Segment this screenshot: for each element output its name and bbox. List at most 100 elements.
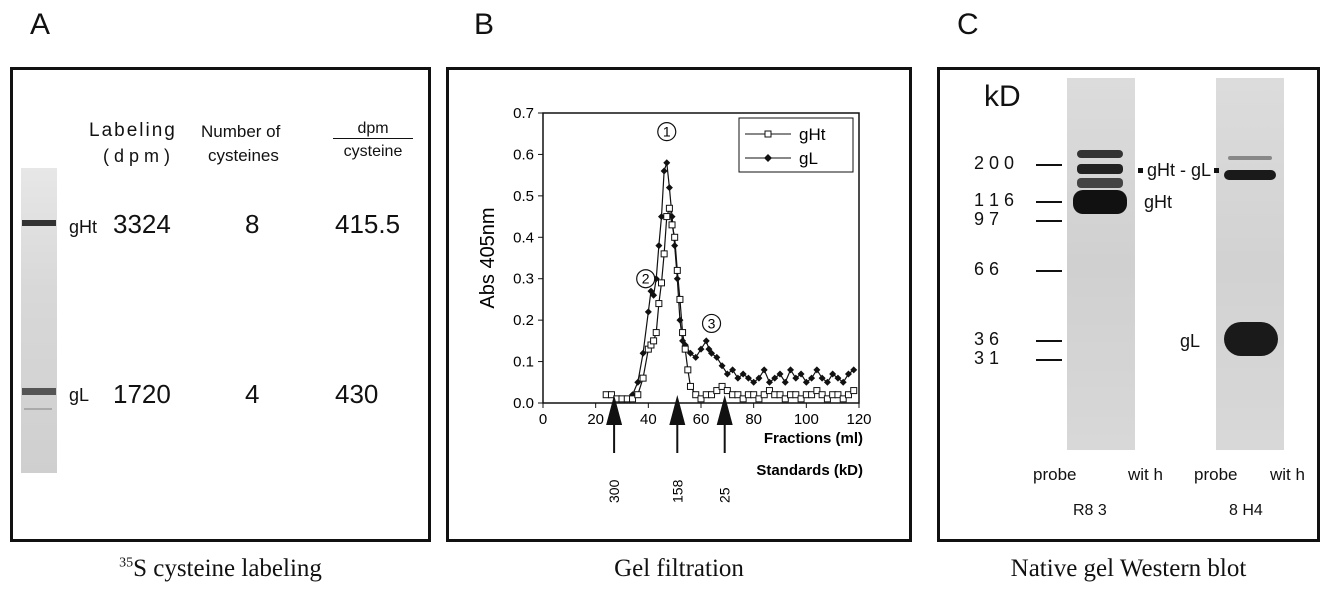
- data-point-gHt: [850, 387, 858, 395]
- data-point-gL: [697, 345, 705, 353]
- lane-with-label: wit h: [1270, 465, 1305, 484]
- data-point-gHt: [739, 395, 747, 403]
- data-point-gL: [739, 370, 747, 378]
- data-point-gHt: [718, 382, 726, 390]
- row-labeling-value: 1720: [113, 379, 171, 409]
- data-point-gHt: [679, 329, 687, 337]
- data-point-gHt: [671, 233, 679, 241]
- data-point-gHt: [834, 391, 842, 399]
- band-label-ght: gHt: [1144, 192, 1173, 212]
- header-number: Number of: [201, 122, 281, 141]
- caption-b: Gel filtration: [614, 555, 744, 582]
- y-tick-label: 0.7: [513, 105, 534, 122]
- legend-label-gHt: gHt: [799, 125, 826, 144]
- data-point-gL: [673, 275, 681, 283]
- gel-filtration-chart: 0 20 40 60 80 100 120 0.0 0.1 0.2 0.3 0.4 0.5 0.6 0.7 A…: [477, 105, 872, 503]
- data-point-gL: [765, 378, 773, 386]
- data-point-gHt: [655, 300, 663, 308]
- x-axis-label: Fractions (ml): [764, 430, 863, 447]
- data-point-gHt: [668, 221, 676, 229]
- data-point-gHt: [629, 395, 637, 403]
- data-point-gHt: [660, 250, 668, 258]
- panel-a-frame: Labeling ( d p m ) Number of cysteines d…: [10, 67, 431, 542]
- y-tick-label: 0.0: [513, 395, 534, 412]
- data-point-gHt: [723, 387, 731, 395]
- data-point-gL: [797, 370, 805, 378]
- complex-marker-dot: [1138, 168, 1143, 173]
- lane-antibody-label: R8 3: [1073, 502, 1107, 519]
- data-point-gL: [702, 337, 710, 345]
- y-tick-label: 0.2: [513, 312, 534, 329]
- x-tick-label: 100: [794, 411, 819, 428]
- data-point-gL: [676, 316, 684, 324]
- y-tick-label: 0.6: [513, 146, 534, 163]
- header-dpm: dpm: [333, 120, 413, 139]
- legend-label-gL: gL: [799, 149, 818, 168]
- marker-size-label: 3 1: [974, 348, 1000, 368]
- data-point-gHt: [750, 391, 758, 399]
- data-point-gL: [850, 366, 858, 374]
- row-cysteine-count: 4: [245, 379, 260, 409]
- blot-lane-r83: [1067, 78, 1135, 450]
- band-ght: [22, 220, 56, 226]
- data-point-gHt: [681, 345, 689, 353]
- marker-tick: [1036, 340, 1062, 342]
- data-point-gL: [665, 184, 673, 192]
- marker-size-label: 1 1 6: [974, 190, 1015, 210]
- data-point-gL: [692, 353, 700, 361]
- data-point-gL: [708, 349, 716, 357]
- data-point-gL: [668, 213, 676, 221]
- data-point-gHt: [686, 382, 694, 390]
- data-point-gL: [802, 378, 810, 386]
- data-point-gL: [755, 374, 763, 382]
- data-point-gHt: [813, 387, 821, 395]
- data-point-gL: [639, 349, 647, 357]
- data-point-gHt: [634, 391, 642, 399]
- data-point-gHt: [755, 395, 763, 403]
- data-point-gL: [844, 370, 852, 378]
- data-point-gL: [634, 378, 642, 386]
- data-point-gL: [829, 370, 837, 378]
- y-tick-label: 0.5: [513, 188, 534, 205]
- data-point-gHt: [734, 391, 742, 399]
- y-tick-label: 0.4: [513, 229, 534, 246]
- data-point-gL: [744, 374, 752, 382]
- data-point-gL: [760, 366, 768, 374]
- x-tick-label: 60: [693, 411, 710, 428]
- data-point-gHt: [713, 387, 721, 395]
- lane-antibody-label: 8 H4: [1229, 502, 1263, 519]
- data-point-gHt: [781, 395, 789, 403]
- band-label-gl: gL: [1180, 331, 1201, 351]
- data-point-gHt: [658, 279, 665, 287]
- standard-arrow: [716, 395, 733, 425]
- header-dpm-per: cysteine: [343, 143, 403, 160]
- marker-tick: [1036, 201, 1062, 203]
- peak-marker: [701, 313, 722, 334]
- peak-marker: [636, 269, 656, 289]
- peak-label: 3: [708, 315, 716, 331]
- data-point-gL: [834, 374, 842, 382]
- y-tick-label: 0.3: [513, 271, 534, 288]
- data-point-gHt: [663, 213, 671, 221]
- marker-tick: [1036, 270, 1062, 272]
- y-tick-label: 0.1: [513, 354, 534, 371]
- x-tick-label: 0: [539, 411, 547, 428]
- data-point-gHt: [797, 395, 805, 403]
- data-point-gL: [818, 374, 826, 382]
- data-point-gL: [734, 374, 742, 382]
- data-point-gHt: [665, 204, 673, 212]
- row-dpm-per-cysteine: 430: [335, 379, 379, 409]
- panel-letter-a: A: [30, 8, 51, 41]
- row-band-label: gHt: [69, 217, 98, 237]
- row-labeling-value: 3324: [113, 209, 171, 239]
- marker-tick: [1036, 359, 1062, 361]
- caption-c: Native gel Western blot: [1010, 555, 1247, 582]
- data-point-gHt: [808, 391, 816, 399]
- gel-lane-image: [21, 168, 57, 473]
- panel-b-frame: 0 20 40 60 80 100 120 0.0 0.1 0.2 0.3 0.4 0.5 0.6 0.7 A…: [446, 67, 912, 542]
- header-cysteines: cysteines: [208, 146, 279, 165]
- data-point-gHt: [673, 266, 681, 274]
- data-point-gL: [771, 374, 779, 382]
- standard-size-label: 25: [717, 487, 733, 503]
- row-dpm-per-cysteine: 415.5: [335, 209, 401, 239]
